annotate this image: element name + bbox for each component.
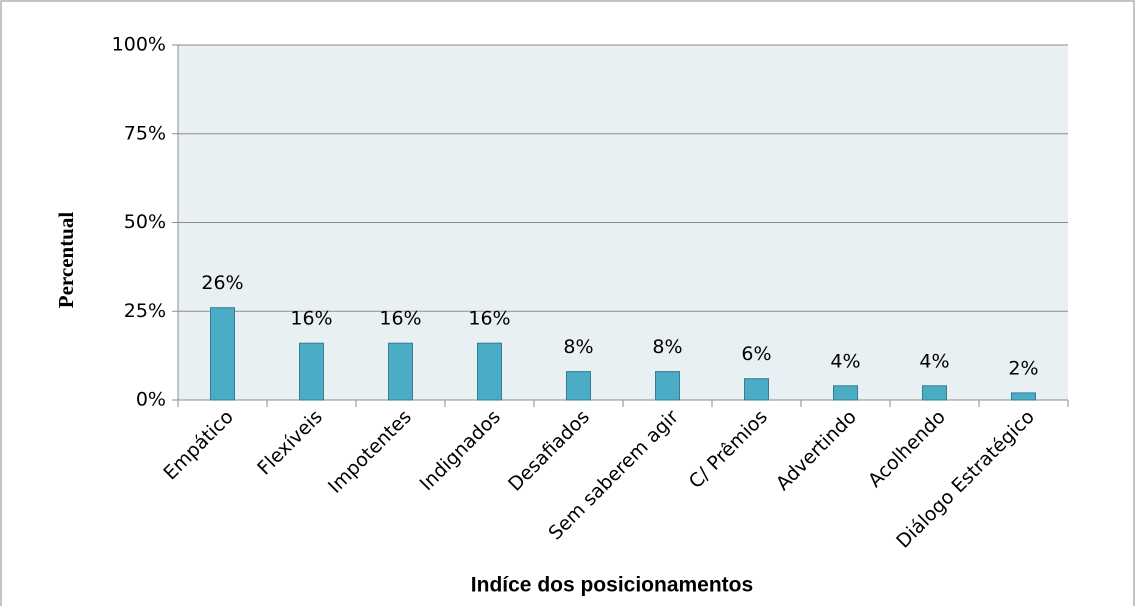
bar bbox=[744, 378, 769, 401]
bar bbox=[566, 371, 591, 401]
bar bbox=[210, 307, 235, 401]
bar bbox=[477, 342, 502, 401]
y-tick-label: 0% bbox=[136, 389, 166, 411]
data-label: 16% bbox=[290, 308, 332, 330]
bar bbox=[833, 385, 858, 401]
y-tick-label: 25% bbox=[124, 300, 166, 322]
y-tick-label: 50% bbox=[124, 211, 166, 233]
y-tick-label: 75% bbox=[124, 122, 166, 144]
data-label: 8% bbox=[563, 336, 593, 358]
bar bbox=[388, 342, 413, 401]
data-label: 2% bbox=[1008, 357, 1038, 379]
data-label: 16% bbox=[379, 308, 421, 330]
bar bbox=[1011, 392, 1036, 401]
y-axis-title: Percentual bbox=[54, 212, 78, 309]
data-label: 26% bbox=[201, 272, 243, 294]
data-label: 16% bbox=[468, 308, 510, 330]
bar bbox=[922, 385, 947, 401]
x-axis-title: Indíce dos posicionamentos bbox=[471, 574, 753, 597]
bar bbox=[655, 371, 680, 401]
data-label: 6% bbox=[741, 343, 771, 365]
data-label: 4% bbox=[830, 350, 860, 372]
bar bbox=[299, 342, 324, 401]
data-label: 8% bbox=[652, 336, 682, 358]
data-label: 4% bbox=[919, 350, 949, 372]
y-tick-label: 100% bbox=[112, 34, 166, 56]
